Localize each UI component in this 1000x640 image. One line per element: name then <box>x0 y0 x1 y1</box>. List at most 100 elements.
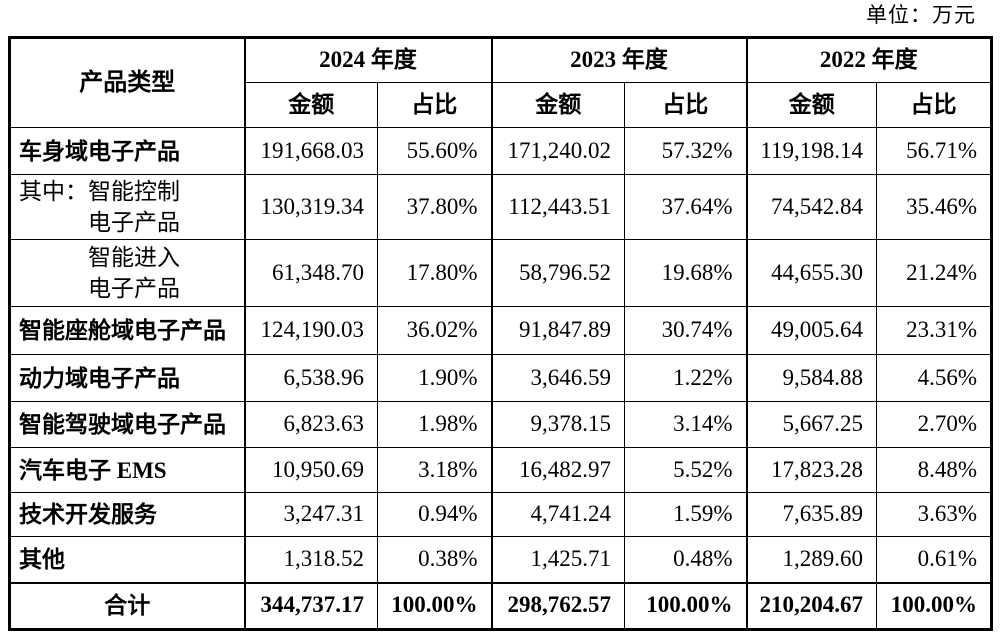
product-label-cell: 其中：智能控制电子产品 <box>9 174 245 240</box>
col-header-amount-2023: 金额 <box>490 82 625 128</box>
ratio-cell: 5.52% <box>624 447 747 493</box>
amount-cell: 1,318.52 <box>243 536 378 583</box>
amount-cell: 4,741.24 <box>490 492 625 537</box>
product-label-cell: 动力域电子产品 <box>9 354 245 402</box>
product-label-cell: 合计 <box>9 581 245 630</box>
ratio-cell: 19.68% <box>624 239 747 307</box>
ratio-cell: 1.90% <box>377 354 492 402</box>
amount-cell: 3,646.59 <box>490 354 625 402</box>
amount-cell: 17,823.28 <box>745 447 877 493</box>
product-label: 其中：智能控制 <box>19 179 180 204</box>
ratio-cell: 36.02% <box>377 306 492 355</box>
product-label: 智能进入 <box>88 245 180 270</box>
col-header-ratio-2022: 占比 <box>876 82 992 128</box>
amount-cell: 112,443.51 <box>490 174 625 240</box>
amount-cell: 344,737.17 <box>243 581 378 630</box>
ratio-cell: 37.64% <box>624 174 747 240</box>
amount-cell: 58,796.52 <box>490 239 625 307</box>
col-header-amount-2022: 金额 <box>745 82 877 128</box>
ratio-cell: 100.00% <box>377 581 492 630</box>
amount-cell: 9,378.15 <box>490 401 625 448</box>
col-header-ratio-2024: 占比 <box>377 82 492 128</box>
amount-cell: 210,204.67 <box>745 581 877 630</box>
amount-cell: 124,190.03 <box>243 306 378 355</box>
total-row: 合计 344,737.17 100.00% 298,762.57 100.00% 210,… <box>9 581 992 630</box>
product-label: 合计 <box>104 593 151 619</box>
unit-label: 单位：万元 <box>866 3 976 27</box>
ratio-cell: 57.32% <box>624 127 747 175</box>
amount-cell: 5,667.25 <box>745 401 877 448</box>
product-label: 电子产品 <box>88 210 180 235</box>
col-header-year-2023: 2023 年度 <box>490 37 747 83</box>
ratio-cell: 3.14% <box>624 401 747 448</box>
ratio-cell: 3.63% <box>876 492 992 537</box>
col-header-year-2024: 2024 年度 <box>243 37 492 83</box>
ratio-cell: 8.48% <box>876 447 992 493</box>
ratio-cell: 2.70% <box>876 401 992 448</box>
product-label-cell: 技术开发服务 <box>9 492 245 537</box>
product-label: 智能座舱域电子产品 <box>19 318 226 343</box>
amount-cell: 3,247.31 <box>243 492 378 537</box>
ratio-cell: 21.24% <box>876 239 992 307</box>
table-row: 技术开发服务 3,247.31 0.94% 4,741.24 1.59% 7,635.89… <box>9 492 992 537</box>
ratio-cell: 30.74% <box>624 306 747 355</box>
ratio-cell: 17.80% <box>377 239 492 307</box>
ratio-cell: 1.22% <box>624 354 747 402</box>
amount-cell: 191,668.03 <box>243 127 378 175</box>
amount-cell: 1,425.71 <box>490 536 625 583</box>
col-header-ratio-2023: 占比 <box>624 82 747 128</box>
product-label-cell: 车身域电子产品 <box>9 127 245 175</box>
amount-cell: 49,005.64 <box>745 306 877 355</box>
amount-cell: 16,482.97 <box>490 447 625 493</box>
amount-cell: 7,635.89 <box>745 492 877 537</box>
table-row: 车身域电子产品 191,668.03 55.60% 171,240.02 57.32% 1… <box>9 127 992 175</box>
amount-cell: 1,289.60 <box>745 536 877 583</box>
product-label: 车身域电子产品 <box>19 138 180 164</box>
ratio-cell: 56.71% <box>876 127 992 175</box>
product-label-cell: 汽车电子 EMS <box>9 447 245 493</box>
ratio-cell: 100.00% <box>876 581 992 630</box>
product-label-cell: 智能驾驶域电子产品 <box>9 401 245 448</box>
table-row: 智能进入 电子产品 61,348.70 17.80% 58,796.52 19.68% 44… <box>9 239 992 307</box>
ratio-cell: 1.98% <box>377 401 492 448</box>
amount-cell: 44,655.30 <box>745 239 877 307</box>
ratio-cell: 100.00% <box>624 581 747 630</box>
product-label: 动力域电子产品 <box>19 365 180 391</box>
amount-cell: 10,950.69 <box>243 447 378 493</box>
amount-cell: 74,542.84 <box>745 174 877 240</box>
year-header-row: 产品类型 2024 年度 2023 年度 2022 年度 <box>9 37 992 128</box>
ratio-cell: 4.56% <box>876 354 992 402</box>
amount-cell: 171,240.02 <box>490 127 625 175</box>
amount-cell: 119,198.14 <box>745 127 877 175</box>
amount-cell: 6,538.96 <box>243 354 378 402</box>
product-label: 电子产品 <box>88 276 180 301</box>
ratio-cell: 0.38% <box>377 536 492 583</box>
ratio-cell: 35.46% <box>876 174 992 240</box>
col-header-product-type: 产品类型 <box>9 37 245 128</box>
product-label: 智能驾驶域电子产品 <box>19 412 226 437</box>
ratio-cell: 23.31% <box>876 306 992 355</box>
product-label-cell: 智能进入 电子产品 <box>9 239 245 307</box>
table-row: 其他 1,318.52 0.38% 1,425.71 0.48% 1,289.60 0.61… <box>9 536 992 583</box>
ratio-cell: 1.59% <box>624 492 747 537</box>
col-header-year-2022: 2022 年度 <box>745 37 992 83</box>
ratio-cell: 37.80% <box>377 174 492 240</box>
amount-cell: 9,584.88 <box>745 354 877 402</box>
product-revenue-table: 产品类型 2024 年度 2023 年度 2022 年度 金额 占比 金额 占比… <box>8 36 993 631</box>
amount-cell: 298,762.57 <box>490 581 625 630</box>
ratio-cell: 0.48% <box>624 536 747 583</box>
product-label-cell: 其他 <box>9 536 245 583</box>
ratio-cell: 3.18% <box>377 447 492 493</box>
ratio-cell: 0.61% <box>876 536 992 583</box>
amount-cell: 130,319.34 <box>243 174 378 240</box>
table-row: 动力域电子产品 6,538.96 1.90% 3,646.59 1.22% 9,584.8… <box>9 354 992 402</box>
table-row: 汽车电子 EMS 10,950.69 3.18% 16,482.97 5.52% 17,8… <box>9 447 992 493</box>
product-label-cell: 智能座舱域电子产品 <box>9 306 245 355</box>
product-label: 其他 <box>19 546 65 572</box>
table-row: 智能驾驶域电子产品 6,823.63 1.98% 9,378.15 3.14% 5,667… <box>9 401 992 448</box>
ratio-cell: 0.94% <box>377 492 492 537</box>
product-label: 汽车电子 EMS <box>19 457 167 483</box>
table-row: 其中：智能控制 电子产品 130,319.34 37.80% 112,443.51 37.… <box>9 174 992 240</box>
amount-cell: 6,823.63 <box>243 401 378 448</box>
